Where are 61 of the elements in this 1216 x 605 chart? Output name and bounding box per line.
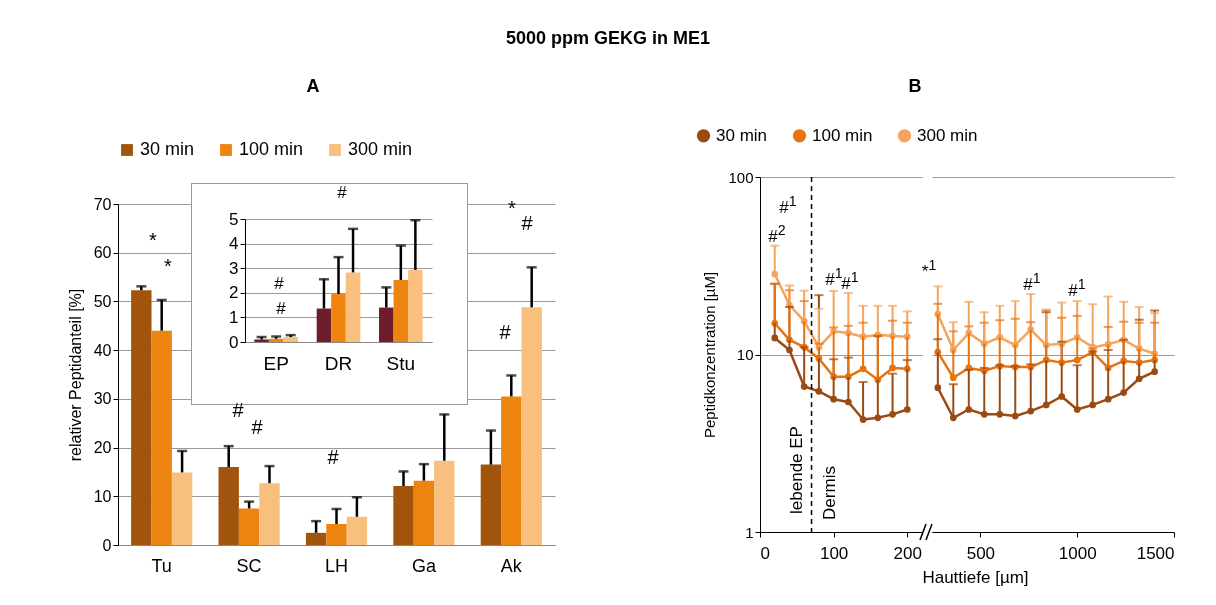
legend-label: 30 min <box>716 125 768 145</box>
annotation: *$^{1}$ <box>921 257 937 281</box>
x-tick-label: SC <box>236 555 262 576</box>
annotation: * <box>164 255 172 277</box>
legend-label: 300 min <box>917 125 978 145</box>
x-tick-label: 1000 <box>1058 543 1097 563</box>
annotation: Dermis <box>819 466 839 520</box>
y-axis-title: Peptidkonzentration [µM] <box>701 271 719 439</box>
x-tick-label: 500 <box>966 543 996 563</box>
x-tick-label: EP <box>263 352 289 374</box>
chart-title: B <box>907 76 923 97</box>
annotation: # <box>251 416 263 438</box>
y-tick-label: 4 <box>229 234 239 254</box>
y-tick-label: 0 <box>229 332 239 352</box>
legend-label: 300 min <box>348 139 413 159</box>
annotation: # <box>232 399 244 421</box>
annotation: # <box>274 273 284 293</box>
y-tick-label: 5 <box>229 209 239 229</box>
x-tick-label: LH <box>324 555 349 576</box>
annotation: * <box>149 229 157 251</box>
legend-label: 100 min <box>812 125 873 145</box>
x-tick-label: 100 <box>819 543 849 563</box>
y-tick-label: 50 <box>93 292 112 310</box>
annotation: # <box>276 298 286 318</box>
x-axis-title: Hauttiefe [µm] <box>922 567 1029 587</box>
y-tick-label: 10 <box>93 487 112 505</box>
y-tick-label: 1 <box>229 307 239 327</box>
y-tick-label: 3 <box>229 258 239 278</box>
y-tick-label: 10 <box>736 346 754 363</box>
annotation: # <box>521 212 533 234</box>
legend-label: 30 min <box>140 139 195 159</box>
x-tick-label: 0 <box>760 543 770 563</box>
x-tick-label: DR <box>324 352 353 374</box>
x-tick-label: 1500 <box>1136 543 1175 563</box>
chart-subtitle: A <box>305 76 321 97</box>
legend-label: 100 min <box>239 139 304 159</box>
annotation: #$^{1}$ <box>1068 276 1086 300</box>
y-tick-label: 2 <box>229 283 239 303</box>
y-tick-label: 40 <box>93 341 112 359</box>
x-tick-label: Ga <box>411 555 437 576</box>
y-tick-label: 1 <box>745 523 754 541</box>
annotation: #$^{2}$ <box>768 222 786 246</box>
text: 5000 ppm GEKG in ME1 <box>504 28 712 49</box>
y-tick-label: 30 <box>93 390 112 408</box>
annotation: #$^{1}$ <box>1023 270 1041 294</box>
annotation: #$^{1}$ <box>779 193 797 217</box>
y-axis-title: relativer Peptidanteil [%] <box>66 288 84 462</box>
text: # <box>337 182 347 202</box>
y-tick-label: 20 <box>93 439 112 457</box>
x-tick-label: Tu <box>151 555 172 576</box>
annotation: * <box>508 197 516 219</box>
annotation: # <box>327 446 339 468</box>
y-tick-label: 60 <box>93 244 112 262</box>
x-tick-label: Stu <box>386 352 416 374</box>
y-tick-label: 70 <box>93 195 112 213</box>
annotation: #$^{1}$ <box>841 269 859 293</box>
annotation: lebende EP <box>786 426 806 514</box>
x-tick-label: Ak <box>500 555 523 576</box>
annotation: # <box>499 321 511 343</box>
y-tick-label: 100 <box>728 168 754 186</box>
x-tick-label: 200 <box>893 543 922 563</box>
